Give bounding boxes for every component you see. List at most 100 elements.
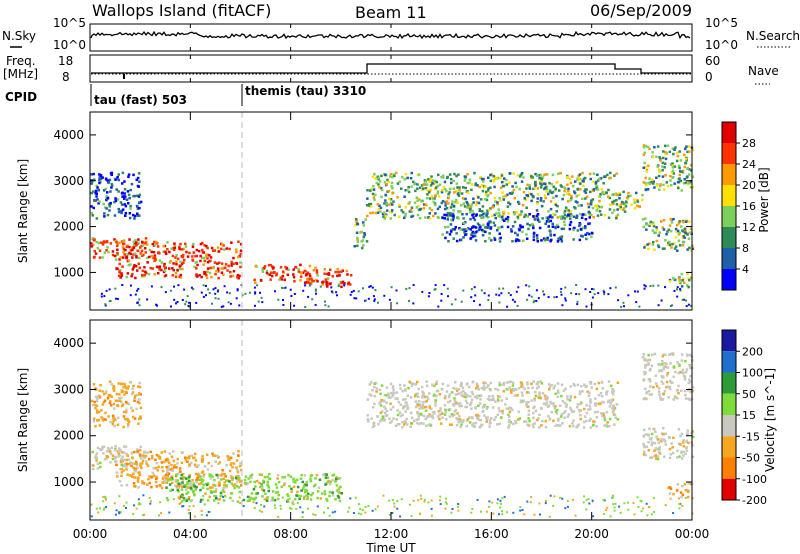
heatmap-cell <box>154 466 158 470</box>
heatmap-cell <box>352 289 355 292</box>
heatmap-cell <box>110 186 113 189</box>
heatmap-cell <box>450 423 454 426</box>
heatmap-cell <box>571 422 574 425</box>
heatmap-cell <box>155 477 158 481</box>
heatmap-cell <box>194 472 198 476</box>
heatmap-cell <box>688 278 691 282</box>
heatmap-cell <box>569 198 573 202</box>
heatmap-cell <box>372 196 376 199</box>
heatmap-cell <box>374 508 377 511</box>
heatmap-cell <box>191 484 194 487</box>
heatmap-cell <box>457 509 460 512</box>
heatmap-cell <box>194 515 197 518</box>
heatmap-cell <box>414 393 418 396</box>
heatmap-cell <box>622 207 626 210</box>
heatmap-cell <box>176 486 179 490</box>
heatmap-cell <box>622 208 625 212</box>
heatmap-cell <box>368 285 371 288</box>
heatmap-cell <box>686 432 689 435</box>
heatmap-cell <box>121 459 125 463</box>
heatmap-cell <box>176 301 179 303</box>
heatmap-cell <box>620 305 623 308</box>
heatmap-cell <box>175 473 178 476</box>
heatmap-cell <box>457 402 460 405</box>
heatmap-cell <box>181 451 184 454</box>
heatmap-cell <box>658 168 661 171</box>
heatmap-cell <box>558 404 562 407</box>
heatmap-cell <box>662 438 666 441</box>
heatmap-cell <box>181 255 185 259</box>
heatmap-cell <box>327 272 331 275</box>
heatmap-cell <box>465 424 468 428</box>
heatmap-cell <box>441 188 444 192</box>
heatmap-cell <box>462 217 465 220</box>
heatmap-cell <box>158 514 160 517</box>
heatmap-cell <box>307 492 310 496</box>
heatmap-cell <box>102 241 105 245</box>
heatmap-cell <box>276 473 280 477</box>
heatmap-cell <box>655 228 659 232</box>
header-date: 06/Sep/2009 <box>590 1 692 20</box>
heatmap-cell <box>385 202 388 206</box>
heatmap-cell <box>165 481 169 484</box>
heatmap-cell <box>569 181 573 185</box>
heatmap-cell <box>287 268 290 271</box>
heatmap-cell <box>540 180 544 183</box>
heatmap-cell <box>138 473 142 476</box>
heatmap-cell <box>452 204 456 208</box>
heatmap-cell <box>531 176 534 179</box>
heatmap-cell <box>644 181 647 185</box>
heatmap-cell <box>217 297 220 300</box>
heatmap-cell <box>111 414 115 417</box>
heatmap-cell <box>231 477 234 480</box>
heatmap-cell <box>676 488 679 492</box>
heatmap-cell <box>457 217 460 220</box>
heatmap-cell <box>677 239 681 242</box>
heatmap-cell <box>203 244 206 247</box>
heatmap-cell <box>545 401 549 404</box>
heatmap-cell <box>616 213 620 217</box>
heatmap-cell <box>567 200 570 203</box>
heatmap-cell <box>448 415 452 418</box>
heatmap-cell <box>389 382 393 386</box>
heatmap-cell <box>683 375 687 379</box>
heatmap-cell <box>98 256 102 259</box>
heatmap-cell <box>170 463 173 467</box>
heatmap-cell <box>484 239 487 243</box>
heatmap-cell <box>138 206 141 210</box>
heatmap-cell <box>554 392 557 395</box>
heatmap-cell <box>567 413 571 416</box>
heatmap-cell <box>229 270 232 274</box>
heatmap-cell <box>128 251 131 255</box>
heatmap-cell <box>681 505 684 507</box>
heatmap-cell <box>627 294 630 297</box>
heatmap-cell <box>680 170 683 173</box>
heatmap-cell <box>526 383 529 386</box>
heatmap-cell <box>478 426 482 429</box>
heatmap-cell <box>539 186 543 189</box>
heatmap-cell <box>222 487 225 490</box>
heatmap-cell <box>668 224 672 227</box>
heatmap-cell <box>125 275 128 279</box>
heatmap-cell <box>595 184 598 188</box>
heatmap-cell <box>670 183 673 187</box>
heatmap-cell <box>677 442 681 445</box>
heatmap-cell <box>403 384 406 387</box>
heatmap-cell <box>193 265 196 269</box>
heatmap-cell <box>473 425 477 428</box>
heatmap-cell <box>231 499 234 502</box>
heatmap-cell <box>238 496 241 499</box>
heatmap-cell <box>400 175 404 179</box>
heatmap-cell <box>539 197 543 200</box>
heatmap-cell <box>134 394 137 398</box>
heatmap-cell <box>288 484 291 488</box>
heatmap-cell <box>371 286 374 289</box>
heatmap-cell <box>522 239 525 242</box>
heatmap-cell <box>410 416 414 420</box>
heatmap-cell <box>651 221 655 224</box>
heatmap-cell <box>683 178 686 181</box>
heatmap-cell <box>459 402 462 405</box>
heatmap-cell <box>582 420 586 424</box>
heatmap-cell <box>112 389 116 392</box>
heatmap-cell <box>302 497 306 500</box>
